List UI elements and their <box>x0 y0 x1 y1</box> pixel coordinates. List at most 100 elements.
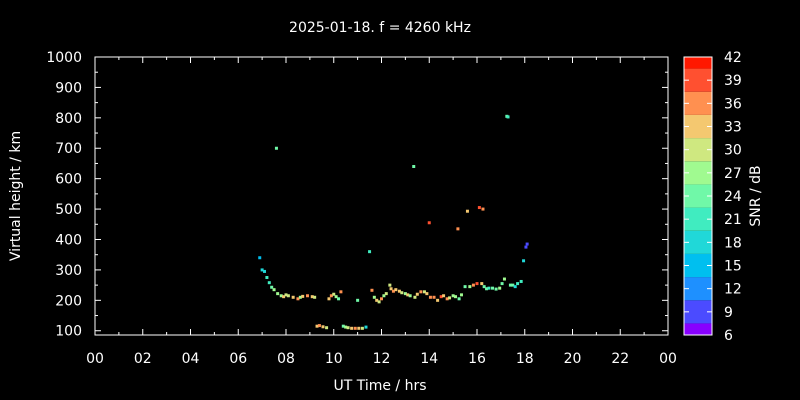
data-point <box>477 206 481 210</box>
data-point <box>415 292 419 296</box>
data-point <box>389 287 393 291</box>
colorbar-tick-label: 33 <box>724 120 742 136</box>
y-tick-label: 600 <box>55 172 82 188</box>
colorbar-tick-label: 42 <box>724 50 742 66</box>
colorbar-tick-label: 27 <box>724 166 742 182</box>
x-tick-label: 10 <box>325 351 343 367</box>
colorbar-tick-label: 12 <box>724 282 742 298</box>
colorbar-tick-label: 36 <box>724 96 742 112</box>
data-point <box>272 288 276 292</box>
data-point <box>267 281 271 285</box>
data-point <box>408 294 412 298</box>
y-axis-label: Virtual height / km <box>8 131 24 261</box>
data-point <box>321 325 325 329</box>
data-point <box>432 295 436 299</box>
data-point <box>500 282 504 286</box>
data-point <box>337 297 341 301</box>
data-point <box>332 292 336 296</box>
data-point <box>372 295 376 299</box>
data-point <box>360 326 364 330</box>
data-point <box>263 269 267 273</box>
x-tick-label: 00 <box>659 351 677 367</box>
data-points <box>258 114 529 330</box>
data-point <box>284 293 288 297</box>
data-point <box>451 294 455 298</box>
y-tick-label: 800 <box>55 111 82 127</box>
data-point <box>397 289 401 293</box>
data-point <box>298 295 302 299</box>
data-point <box>508 283 512 287</box>
y-tick-label: 100 <box>55 324 82 340</box>
y-tick-label: 400 <box>55 232 82 248</box>
y-tick-label: 1000 <box>46 50 82 66</box>
data-point <box>310 295 314 299</box>
data-point <box>522 259 526 263</box>
y-axis: 100 200 300 400 500 600 700 800 900 1000 <box>46 50 668 340</box>
data-point <box>422 290 426 294</box>
data-point <box>394 288 398 292</box>
data-point <box>419 290 423 294</box>
y-tick-label: 900 <box>55 80 82 96</box>
colorbar-swatch <box>684 57 712 69</box>
x-tick-label: 12 <box>373 351 391 367</box>
data-point <box>357 326 361 330</box>
data-point <box>380 297 383 301</box>
data-point <box>436 298 440 302</box>
colorbar-swatch <box>684 184 712 208</box>
colorbar-tick-label: 15 <box>724 259 742 275</box>
colorbar-swatch <box>684 230 712 254</box>
data-point <box>412 164 416 168</box>
data-point <box>481 207 485 211</box>
colorbar-tick-label: 21 <box>724 212 742 228</box>
colorbar-tick-label: 18 <box>724 235 742 251</box>
data-point <box>327 297 331 301</box>
colorbar-tick-label: 9 <box>724 305 733 321</box>
colorbar-tick-label: 24 <box>724 189 742 205</box>
data-point <box>270 285 274 289</box>
data-point <box>388 283 392 287</box>
data-point <box>413 295 417 299</box>
x-tick-label: 22 <box>611 351 629 367</box>
data-point <box>313 295 317 299</box>
data-point <box>506 115 510 119</box>
data-point <box>485 287 489 291</box>
colorbar-label: SNR / dB <box>748 165 764 226</box>
data-point <box>334 295 338 299</box>
data-point <box>274 146 278 150</box>
data-point <box>377 300 381 304</box>
data-point <box>384 292 388 296</box>
data-point <box>459 293 463 297</box>
data-point <box>525 242 529 246</box>
data-point <box>265 276 269 280</box>
data-point <box>329 294 333 298</box>
data-point <box>344 325 348 329</box>
data-point <box>382 294 386 298</box>
x-tick-label: 02 <box>134 351 152 367</box>
data-point <box>454 295 458 299</box>
x-tick-label: 00 <box>86 351 104 367</box>
data-point <box>364 325 368 329</box>
x-axis: 00 02 04 06 08 10 12 14 16 18 20 22 00 <box>86 57 677 367</box>
data-point <box>260 268 264 272</box>
data-point <box>519 279 523 283</box>
data-point <box>480 282 484 286</box>
data-point <box>428 295 432 299</box>
data-point <box>427 221 431 225</box>
data-point <box>445 297 449 301</box>
data-point <box>524 245 528 249</box>
data-point <box>276 292 280 296</box>
y-tick-label: 700 <box>55 141 82 157</box>
x-tick-label: 16 <box>468 351 486 367</box>
data-point <box>463 285 467 289</box>
data-point <box>511 283 515 287</box>
colorbar-frame <box>683 56 713 336</box>
data-point <box>315 324 319 328</box>
data-point <box>439 295 443 299</box>
data-point <box>339 290 343 294</box>
data-point <box>350 326 354 330</box>
data-point <box>400 291 404 295</box>
data-point <box>482 285 486 289</box>
data-point <box>456 227 460 231</box>
data-point <box>498 286 502 290</box>
